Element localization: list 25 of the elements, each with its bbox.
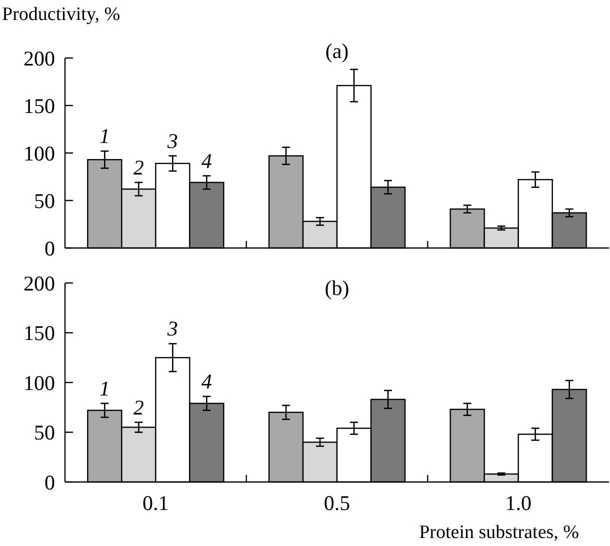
y-tick-label: 100 xyxy=(24,370,55,395)
series-label: 1 xyxy=(99,124,110,148)
series-label: 2 xyxy=(133,155,144,180)
series-label: 3 xyxy=(166,128,178,153)
y-axis-title: Productivity, % xyxy=(2,4,120,25)
series-label: 4 xyxy=(201,148,212,173)
y-tick-label: 200 xyxy=(24,46,55,70)
y-tick-label: 150 xyxy=(24,321,55,346)
chart-title: (a) xyxy=(325,39,349,63)
series-label: 3 xyxy=(166,316,178,341)
y-tick-label: 50 xyxy=(34,420,55,445)
y-tick-label: 200 xyxy=(24,271,55,296)
series-label: 1 xyxy=(99,376,110,400)
y-tick-label: 0 xyxy=(44,236,55,260)
y-tick-label: 150 xyxy=(24,94,55,118)
x-tick-label: 0.5 xyxy=(324,491,350,515)
y-tick-label: 50 xyxy=(34,188,55,213)
chart-title: (b) xyxy=(324,276,350,300)
y-tick-label: 100 xyxy=(24,141,55,166)
series-label: 2 xyxy=(133,395,144,420)
series-label: 4 xyxy=(201,369,212,394)
x-tick-label: 0.1 xyxy=(142,491,169,515)
x-tick-label: 1.0 xyxy=(505,491,532,515)
x-axis-title: Protein substrates, % xyxy=(419,522,580,543)
y-tick-label: 0 xyxy=(44,470,55,494)
